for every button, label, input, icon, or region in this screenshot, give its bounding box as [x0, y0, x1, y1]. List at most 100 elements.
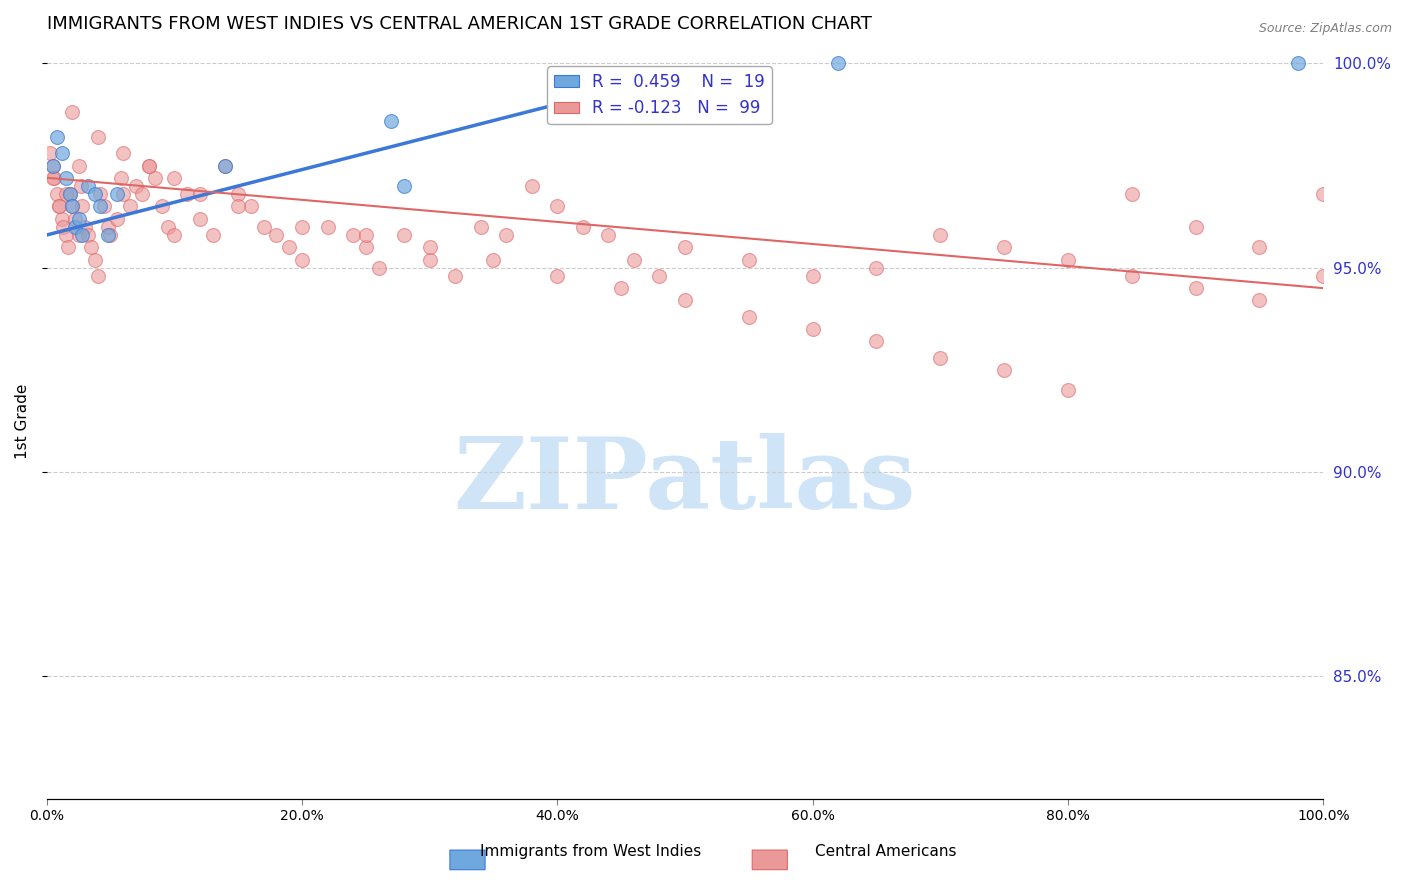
Point: [105, 187, 128, 202]
Point: [253, 219, 276, 234]
Point: [291, 252, 314, 267]
Point: [342, 227, 364, 242]
Point: [214, 159, 236, 173]
Point: [55, 227, 77, 242]
Point: [52, 219, 75, 234]
Point: [110, 170, 132, 185]
Point: [60, 105, 83, 120]
Point: [1057, 252, 1080, 267]
Point: [131, 187, 153, 202]
Point: [520, 178, 543, 193]
Point: [87, 268, 110, 283]
Point: [226, 199, 249, 213]
Point: [55, 170, 77, 185]
Point: [42, 159, 65, 173]
Point: [72, 199, 94, 213]
Point: [89, 187, 111, 202]
Point: [112, 146, 135, 161]
Point: [546, 268, 568, 283]
Point: [51, 146, 73, 161]
Point: [84, 187, 107, 202]
Text: ZIPatlas: ZIPatlas: [454, 433, 917, 530]
Point: [214, 159, 236, 173]
Point: [105, 211, 128, 226]
Point: [87, 129, 110, 144]
Point: [45, 129, 67, 144]
Point: [60, 199, 83, 213]
Point: [55, 187, 77, 202]
Point: [72, 227, 94, 242]
Point: [929, 351, 952, 365]
Point: [176, 187, 198, 202]
Text: Immigrants from West Indies: Immigrants from West Indies: [479, 845, 702, 859]
Point: [42, 159, 65, 173]
Text: Central Americans: Central Americans: [815, 845, 956, 859]
Point: [929, 227, 952, 242]
Point: [738, 310, 761, 324]
Point: [44, 170, 66, 185]
Point: [60, 199, 83, 213]
Point: [138, 159, 160, 173]
Point: [97, 227, 120, 242]
Point: [482, 252, 505, 267]
Point: [63, 219, 86, 234]
Point: [201, 227, 224, 242]
Point: [73, 219, 96, 234]
Point: [291, 219, 314, 234]
Point: [1184, 219, 1206, 234]
Point: [648, 268, 671, 283]
Point: [59, 187, 82, 202]
Point: [495, 227, 517, 242]
Point: [572, 219, 595, 234]
Point: [138, 159, 160, 173]
Point: [354, 227, 377, 242]
Point: [865, 334, 887, 349]
Point: [80, 240, 103, 254]
Point: [1286, 56, 1309, 70]
Point: [67, 211, 90, 226]
Point: [150, 199, 173, 213]
Point: [1249, 293, 1271, 308]
Text: Source: ZipAtlas.com: Source: ZipAtlas.com: [1258, 22, 1392, 36]
Point: [546, 199, 568, 213]
Point: [419, 240, 441, 254]
Point: [67, 227, 90, 242]
Point: [738, 252, 761, 267]
Point: [623, 252, 645, 267]
Point: [367, 260, 389, 275]
Point: [118, 199, 141, 213]
Point: [89, 199, 111, 213]
Point: [226, 187, 249, 202]
Point: [278, 240, 301, 254]
Point: [76, 227, 98, 242]
Point: [470, 219, 492, 234]
Point: [610, 281, 633, 295]
Point: [392, 227, 415, 242]
Point: [76, 178, 98, 193]
Point: [67, 159, 90, 173]
Point: [97, 219, 120, 234]
Point: [827, 56, 849, 70]
Point: [45, 187, 67, 202]
Y-axis label: 1st Grade: 1st Grade: [15, 384, 30, 458]
Point: [1184, 281, 1206, 295]
Point: [239, 199, 262, 213]
Point: [58, 240, 80, 254]
Point: [993, 363, 1015, 377]
Point: [188, 187, 211, 202]
Point: [125, 178, 148, 193]
Point: [93, 199, 115, 213]
Point: [1057, 384, 1080, 398]
Point: [266, 227, 288, 242]
Point: [163, 170, 186, 185]
Point: [1249, 240, 1271, 254]
Point: [673, 240, 696, 254]
Point: [1121, 268, 1143, 283]
Point: [84, 252, 107, 267]
Point: [112, 187, 135, 202]
Point: [143, 170, 166, 185]
Text: IMMIGRANTS FROM WEST INDIES VS CENTRAL AMERICAN 1ST GRADE CORRELATION CHART: IMMIGRANTS FROM WEST INDIES VS CENTRAL A…: [46, 15, 872, 33]
Point: [380, 113, 402, 128]
Point: [1121, 187, 1143, 202]
Point: [801, 322, 824, 336]
